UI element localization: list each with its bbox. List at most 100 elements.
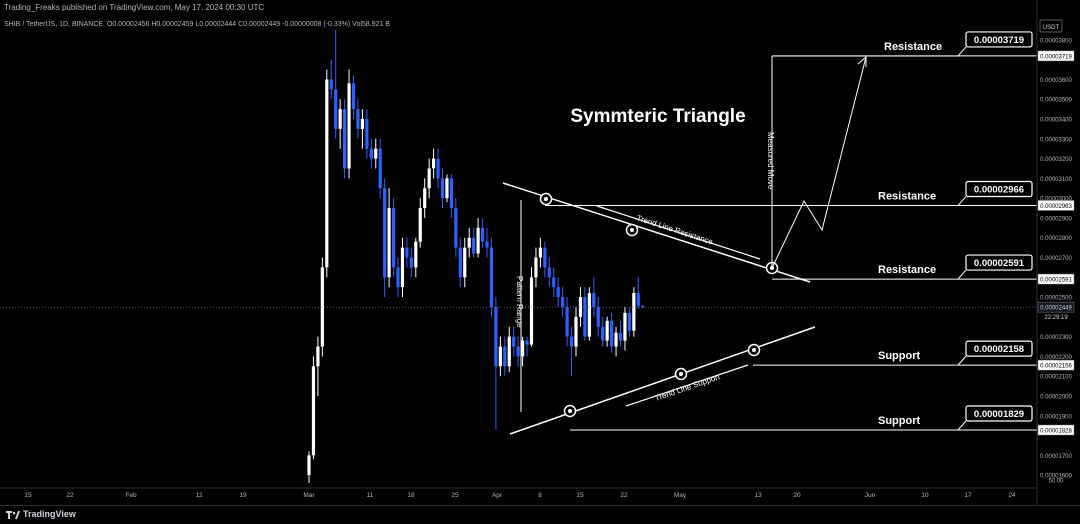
candle-body[interactable] <box>472 237 476 254</box>
symbol-name[interactable]: SHIB / TetherUS, 1D, BINANCE <box>4 21 104 28</box>
price-tag-label: 0.00002591 <box>1040 278 1072 284</box>
time-tick-label: 24 <box>1008 492 1016 499</box>
candle-body[interactable] <box>623 312 627 341</box>
time-tick-label: 17 <box>964 492 972 499</box>
candle-body[interactable] <box>347 83 351 169</box>
candle-body[interactable] <box>351 83 356 110</box>
level-value-label: 0.00003719 <box>974 35 1024 46</box>
candle-body[interactable] <box>596 306 600 327</box>
candle-body[interactable] <box>525 340 529 345</box>
touch-point-center <box>679 372 683 376</box>
candle-body[interactable] <box>414 241 418 268</box>
candle-body[interactable] <box>356 109 360 129</box>
candle-body[interactable] <box>574 316 578 347</box>
candle-body[interactable] <box>338 109 342 129</box>
candle-body[interactable] <box>316 346 320 367</box>
candle-body[interactable] <box>440 178 445 199</box>
candle-body[interactable] <box>458 247 462 278</box>
candle-body[interactable] <box>565 306 569 337</box>
candle-body[interactable] <box>329 79 333 90</box>
price-tag-box <box>1037 424 1075 436</box>
time-tick-label: 11 <box>367 492 374 499</box>
candle-body[interactable] <box>614 332 618 347</box>
candle-body[interactable] <box>432 158 436 169</box>
candle-body[interactable] <box>325 79 329 268</box>
candle-body[interactable] <box>618 332 623 341</box>
candle-body[interactable] <box>463 247 467 278</box>
candle-body[interactable] <box>632 293 636 331</box>
candle-body[interactable] <box>445 178 449 199</box>
candle-body[interactable] <box>383 188 387 278</box>
touch-point-center <box>568 409 572 413</box>
candle-body[interactable] <box>534 257 538 278</box>
candle-body[interactable] <box>529 277 534 345</box>
candle-body[interactable] <box>374 148 378 159</box>
time-tick-label: 22 <box>66 492 74 499</box>
projection-path <box>771 56 867 269</box>
candle-body[interactable] <box>538 247 542 258</box>
price-tick-label: 0.00002900 <box>1040 216 1072 222</box>
candle-body[interactable] <box>360 119 364 129</box>
level-connector <box>957 269 967 280</box>
candle-body[interactable] <box>405 247 409 258</box>
candle-body[interactable] <box>311 366 316 456</box>
candle-body[interactable] <box>636 293 640 306</box>
candle-body[interactable] <box>334 89 338 129</box>
footer-bar: TradingView <box>0 505 1080 524</box>
candle-body[interactable] <box>552 277 556 288</box>
candle-body[interactable] <box>561 297 565 307</box>
candle-body[interactable] <box>601 326 605 341</box>
candle-body[interactable] <box>365 119 369 149</box>
candle-body[interactable] <box>507 336 511 367</box>
price-tag-box <box>1037 359 1075 371</box>
candle-body[interactable] <box>418 208 422 242</box>
candle-body[interactable] <box>592 293 596 307</box>
candle-body[interactable] <box>503 346 507 367</box>
candle-body[interactable] <box>489 247 494 307</box>
candle-body[interactable] <box>387 208 391 278</box>
tradingview-logo-icon <box>6 510 20 519</box>
candle-body[interactable] <box>498 346 502 367</box>
level-value-label: 0.00002591 <box>974 258 1025 269</box>
candle-body[interactable] <box>485 241 489 248</box>
candle-body[interactable] <box>494 306 498 367</box>
candle-body[interactable] <box>343 109 347 169</box>
candle-body[interactable] <box>467 237 471 248</box>
candle-body[interactable] <box>627 312 631 331</box>
candle-body[interactable] <box>556 287 560 298</box>
candle-body[interactable] <box>378 148 382 189</box>
candle-body[interactable] <box>369 148 373 159</box>
candle-body[interactable] <box>320 267 324 347</box>
candle-body[interactable] <box>610 320 614 347</box>
candle-body[interactable] <box>641 305 645 308</box>
candle-body[interactable] <box>307 455 311 476</box>
candle-body[interactable] <box>578 297 583 317</box>
candle-body[interactable] <box>427 168 431 189</box>
candle-body[interactable] <box>423 188 427 209</box>
candle-body[interactable] <box>476 227 480 254</box>
price-tick-label: 0.00001700 <box>1040 454 1072 460</box>
tradingview-logo[interactable]: TradingView <box>6 509 76 519</box>
candle-body[interactable] <box>583 297 587 337</box>
candle-body[interactable] <box>605 320 609 341</box>
trend-line-support-guide <box>625 364 749 407</box>
candle-body[interactable] <box>396 267 400 288</box>
candle-body[interactable] <box>409 257 413 268</box>
candle-body[interactable] <box>587 293 591 337</box>
candle-body[interactable] <box>543 247 547 268</box>
price-tick-label: 0.00002100 <box>1040 375 1072 381</box>
candle-body[interactable] <box>400 247 405 288</box>
candle-body[interactable] <box>512 336 516 347</box>
candle-body[interactable] <box>436 158 440 179</box>
candle-body[interactable] <box>521 340 525 357</box>
candle-body[interactable] <box>516 346 520 357</box>
candle-body[interactable] <box>569 336 574 347</box>
candle-body[interactable] <box>391 208 396 268</box>
candle-body[interactable] <box>480 227 485 242</box>
level-connector <box>957 355 967 366</box>
candle-body[interactable] <box>547 267 551 278</box>
candle-body[interactable] <box>449 178 453 209</box>
candle-body[interactable] <box>454 208 458 248</box>
chart-title: Symmteric Triangle <box>570 106 745 127</box>
